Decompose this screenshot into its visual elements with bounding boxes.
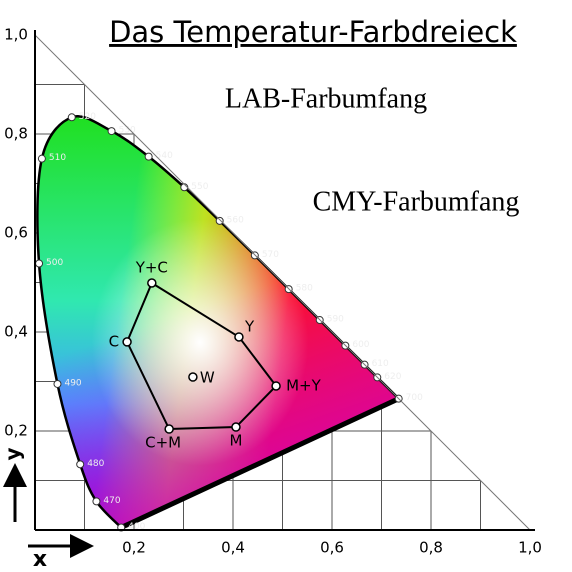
- wavelength-label: 590: [327, 315, 344, 325]
- y-axis-label: y: [1, 447, 25, 460]
- cmy-point: [234, 332, 244, 342]
- triangle-edge: [34, 34, 531, 531]
- wavelength-label: 500: [46, 258, 63, 268]
- y-tick-label: 0,4: [4, 323, 28, 341]
- wavelength-label: 610: [372, 359, 389, 369]
- white-point: [188, 372, 198, 382]
- title: Das Temperatur-Farbdreieck: [109, 15, 517, 49]
- overlay: Y+C Y M+Y M C+M C W: [109, 258, 322, 451]
- gamut: 400 470 480 490 500 510 520 530 540 550 560 570 580 5…: [35, 112, 423, 532]
- x-tick-label: 1,0: [518, 539, 542, 557]
- wavelength-marker: [37, 154, 46, 163]
- wavelength-label: 620: [384, 372, 401, 382]
- wavelength-marker: [144, 152, 153, 161]
- cmy-label: C: [109, 332, 119, 350]
- x-tick-label: 0,6: [320, 539, 344, 557]
- wavelength-label: 570: [262, 250, 279, 260]
- wavelength-label: 470: [103, 496, 120, 506]
- cmy-label: Y: [244, 317, 255, 335]
- wavelength-label: 550: [191, 182, 208, 192]
- wavelength-label: 400: [128, 522, 145, 532]
- cmy-label: M+Y: [286, 376, 322, 394]
- wavelength-label: 540: [156, 151, 173, 161]
- wavelength-marker: [92, 497, 101, 506]
- wavelength-marker: [35, 259, 44, 268]
- x-axis-label: x: [33, 547, 47, 572]
- wavelength-marker: [76, 460, 85, 469]
- y-tick-label: 1,0: [4, 26, 28, 44]
- wavelength-marker: [53, 379, 62, 388]
- wavelength-marker: [107, 127, 116, 136]
- wavelength-label: 490: [64, 378, 81, 388]
- cmy-point: [147, 278, 157, 288]
- y-tick-label: 0,8: [4, 125, 28, 143]
- annotation: LAB-Farbumfang: [225, 83, 427, 114]
- annotation: CMY-Farbumfang: [313, 186, 520, 217]
- wavelength-marker: [67, 113, 76, 122]
- wavelength-label: 530: [119, 126, 136, 136]
- x-tick-label: 0,2: [122, 539, 146, 557]
- wavelength-label: 560: [227, 215, 244, 225]
- cmy-point: [271, 381, 281, 391]
- cmy-label: M: [229, 432, 242, 450]
- wavelength-label: 520: [79, 112, 96, 122]
- wavelength-marker: [215, 216, 224, 225]
- wavelength-label: 510: [49, 153, 66, 163]
- wavelength-label: 700: [406, 393, 423, 403]
- cmy-point: [164, 424, 174, 434]
- gamut-fill: [37, 116, 399, 528]
- purple-line: [120, 396, 400, 530]
- x-tick-label: 0,4: [221, 539, 245, 557]
- wavelength-label: 580: [296, 284, 313, 294]
- cmy-label: C+M: [145, 434, 181, 452]
- y-tick-label: 0,2: [4, 422, 28, 440]
- wavelength-label: 600: [352, 340, 369, 350]
- cmy-label: Y+C: [135, 258, 168, 276]
- cmy-point: [122, 337, 132, 347]
- y-tick-label: 0,6: [4, 224, 28, 242]
- wavelength-label: 480: [87, 459, 104, 469]
- x-tick-label: 0,8: [419, 539, 443, 557]
- cmy-point: [231, 422, 241, 432]
- white-label: W: [200, 369, 215, 387]
